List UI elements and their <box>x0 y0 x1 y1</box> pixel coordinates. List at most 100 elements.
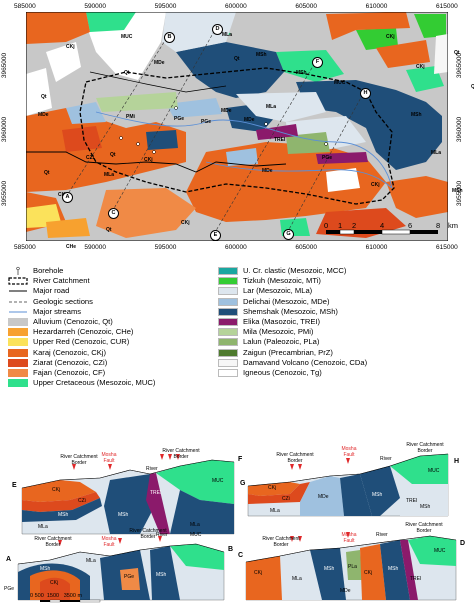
legend-item: Elika (Masozoic, TREI) <box>218 317 468 327</box>
section-cd-unit: MSh <box>388 566 399 572</box>
map-unit-label: MSh <box>256 52 267 58</box>
section-line-ab <box>65 35 169 198</box>
legend-swatch <box>8 379 28 388</box>
section-ab-unit: MUC <box>190 532 202 538</box>
map-unit-label: PMi <box>126 114 135 120</box>
hezardarreh-area <box>46 218 90 238</box>
elika-area <box>256 124 298 140</box>
legend-swatch <box>218 307 238 316</box>
section-ab-unit: MLa <box>86 558 96 564</box>
section-scale-label: 3500 m <box>63 593 83 599</box>
legend-item: Ziarat (Cenozoic, CZi) <box>8 358 208 368</box>
section-gh-unit: MDe <box>318 494 329 500</box>
section-gh-unit: MSh <box>372 492 383 498</box>
legend-label: Mila (Mesozoic, PMi) <box>243 327 314 337</box>
legend-symbol-section <box>9 301 27 302</box>
section-gh-unit: CKj <box>268 485 277 491</box>
legend-label: Zaigun (Precambrian, PrZ) <box>243 347 333 357</box>
borehole <box>174 106 178 110</box>
scale-label: 1 <box>338 221 343 230</box>
legend-swatch <box>8 317 28 326</box>
cross-section-drawings <box>17 453 457 603</box>
legend-label: Lar (Mesozoic, MLa) <box>243 286 313 296</box>
legend-label: Borehole <box>33 266 64 275</box>
map-unit-label: CKj <box>386 34 395 40</box>
map-unit-label: CKj <box>181 220 190 226</box>
lar-area <box>236 92 326 122</box>
x-tick-label: 605000 <box>295 3 318 10</box>
legend-label: Fajan (Cenozoic, CF) <box>33 367 106 377</box>
legend-item: Alluvium (Cenozoic, Qt) <box>8 317 208 327</box>
section-line-ef <box>213 60 317 235</box>
legend-item: Lalun (Paleozoic, PLa) <box>218 337 468 347</box>
karaj-area <box>26 12 90 44</box>
legend-swatch <box>8 348 28 357</box>
section-ab-start: A <box>6 556 12 563</box>
borehole <box>136 142 140 146</box>
section-scale-label: 500 <box>34 593 44 599</box>
section-line-gh <box>286 91 365 234</box>
legend-item: Igneous (Cenozoic, Tg) <box>218 368 468 378</box>
map-unit-label: CKj <box>66 44 75 50</box>
legend-label: Elika (Masozoic, TREI) <box>243 316 321 326</box>
section-scale-label: 1500 <box>46 593 60 599</box>
legend-item: River Catchment <box>8 276 208 286</box>
river-catchment-boundary <box>79 67 395 205</box>
section-ef-unit: MSh <box>58 512 69 518</box>
section-ab-catchment-label-right: River Catchment Border <box>129 528 167 540</box>
igneous-area <box>46 42 81 82</box>
map-unit-label: MDe <box>244 117 255 123</box>
section-gh-unit: MLa <box>270 508 280 514</box>
legend-swatch <box>8 368 28 377</box>
map-unit-label: MDe <box>38 112 49 118</box>
legend-symbol-catchment <box>8 277 28 285</box>
legend-item: Zaigun (Precambrian, PrZ) <box>218 348 468 358</box>
x-tick-label: 610000 <box>365 3 388 10</box>
legend-label: Ziarat (Cenozoic, CZi) <box>33 357 108 367</box>
section-cd-river-label: River <box>376 532 388 538</box>
legend-item: Upper Red (Cenozoic, CUR) <box>8 337 208 347</box>
section-gh-unit: MSh <box>420 504 431 510</box>
scale-label: 2 <box>352 221 357 230</box>
section-ab-unit: PGe <box>4 586 15 592</box>
borehole <box>264 122 268 126</box>
legend-item: Mila (Mesozoic, PMi) <box>218 327 468 337</box>
x-tick-label: 590000 <box>84 244 107 251</box>
section-gh-fault-label: Mosha Fault <box>341 446 357 458</box>
map-unit-label: TREI <box>274 137 286 143</box>
geologic-map: 585000 590000 595000 600000 605000 610000 6150… <box>0 0 474 262</box>
legend-label: Geologic sections <box>33 296 93 306</box>
x-tick-label: 590000 <box>84 3 107 10</box>
shemshak-area <box>296 80 442 170</box>
section-ab-unit: PGe <box>124 574 135 580</box>
map-frame <box>26 12 448 241</box>
legend-label: River Catchment <box>33 276 90 286</box>
x-tick-label: 585000 <box>14 244 36 251</box>
lalun-area <box>286 132 330 154</box>
map-unit-label: CZi <box>86 155 95 161</box>
legend-label: Tizkuh (Mesozoic, MTi) <box>243 276 321 286</box>
map-unit-label: Qt <box>471 84 474 90</box>
legend-swatch <box>218 267 238 275</box>
legend-symbol-road <box>9 290 27 292</box>
legend-symbol-stream <box>9 311 27 313</box>
y-tick-label-left: 3955000 <box>1 180 9 207</box>
section-ef-start: E <box>12 482 17 489</box>
section-cd-start: C <box>238 552 244 559</box>
legend-item: Borehole <box>8 266 208 276</box>
legend-item: Karaj (Cenozoic, CKj) <box>8 348 208 358</box>
legend-item: Tizkuh (Mesozoic, MTi) <box>218 276 468 286</box>
legend-label: Hezardarreh (Cenozoic, CHe) <box>33 327 134 337</box>
borehole <box>152 150 156 154</box>
legend-label: Damavand Volcano (Cenozoic, CDa) <box>243 357 368 367</box>
legend-label: Alluvium (Cenozoic, Qt) <box>33 316 113 326</box>
section-endpoint-marker: C <box>108 208 119 219</box>
section-cd-catchment-label: River Catchment Border <box>262 536 300 548</box>
section-ef-unit: MSh <box>118 512 129 518</box>
legend-item: U. Cr. clastic (Mesozoic, MCC) <box>218 266 468 276</box>
scale-label: 0 <box>324 221 329 230</box>
map-unit-label: Qt <box>124 70 130 76</box>
legend-item: Major streams <box>8 307 208 317</box>
section-gh-unit: MUC <box>428 468 440 474</box>
shemshak-area <box>176 42 284 98</box>
